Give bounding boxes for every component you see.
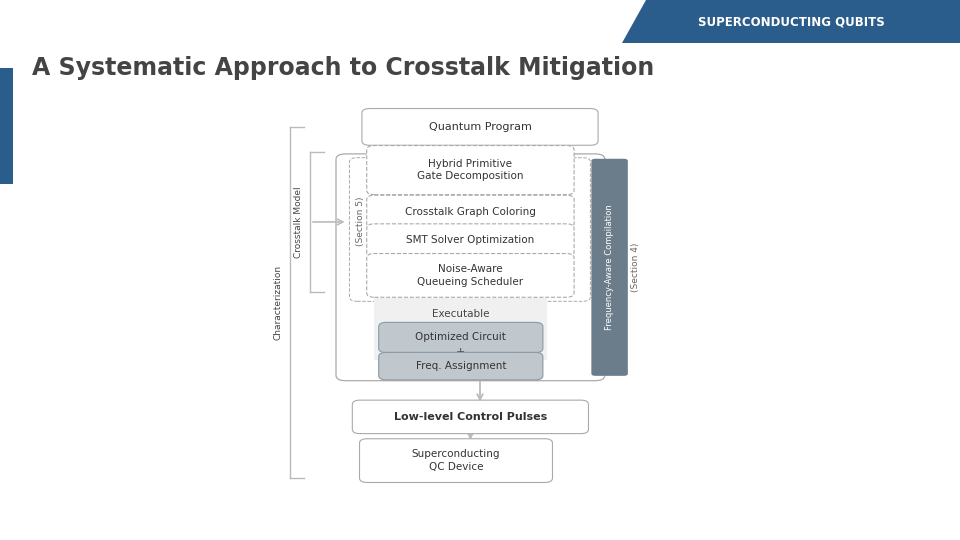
Text: Freq. Assignment: Freq. Assignment [416, 361, 506, 371]
FancyBboxPatch shape [359, 438, 552, 483]
FancyBboxPatch shape [378, 322, 542, 353]
Text: Low-level Control Pulses: Low-level Control Pulses [394, 412, 547, 422]
FancyBboxPatch shape [352, 400, 588, 434]
Text: Hybrid Primitive
Gate Decomposition: Hybrid Primitive Gate Decomposition [418, 159, 523, 181]
FancyBboxPatch shape [591, 159, 628, 376]
Text: Executable: Executable [432, 309, 490, 319]
Text: Superconducting
QC Device: Superconducting QC Device [412, 449, 500, 472]
Text: Noise-Aware
Queueing Scheduler: Noise-Aware Queueing Scheduler [418, 264, 523, 287]
FancyBboxPatch shape [378, 353, 542, 380]
Text: Characterization: Characterization [274, 265, 283, 340]
Text: +: + [456, 347, 466, 356]
FancyBboxPatch shape [367, 195, 574, 228]
Text: Crosstalk Graph Coloring: Crosstalk Graph Coloring [405, 207, 536, 217]
Text: (Section 5): (Section 5) [355, 197, 365, 246]
FancyBboxPatch shape [367, 224, 574, 256]
FancyBboxPatch shape [374, 298, 547, 361]
Text: Quantum Program: Quantum Program [428, 122, 532, 132]
FancyBboxPatch shape [367, 145, 574, 194]
Text: Crosstalk Model: Crosstalk Model [294, 186, 303, 258]
FancyBboxPatch shape [367, 254, 574, 297]
Text: Optimized Circuit: Optimized Circuit [416, 333, 506, 342]
FancyBboxPatch shape [362, 109, 598, 145]
Polygon shape [622, 0, 960, 43]
FancyBboxPatch shape [0, 68, 13, 184]
Text: SUPERCONDUCTING QUBITS: SUPERCONDUCTING QUBITS [698, 15, 884, 28]
Text: SMT Solver Optimization: SMT Solver Optimization [406, 235, 535, 245]
Text: (Section 4): (Section 4) [631, 242, 640, 292]
Text: Frequency-Aware Compilation: Frequency-Aware Compilation [605, 205, 614, 330]
Text: A Systematic Approach to Crosstalk Mitigation: A Systematic Approach to Crosstalk Mitig… [32, 56, 654, 79]
